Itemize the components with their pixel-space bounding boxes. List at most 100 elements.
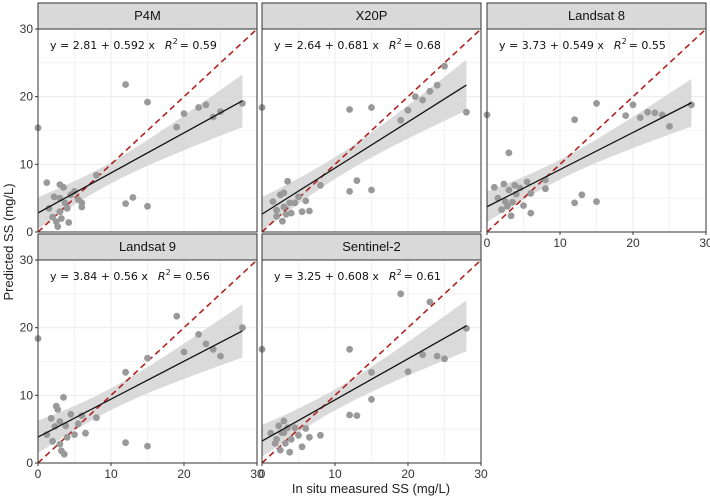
data-point <box>295 193 302 201</box>
data-point <box>520 202 527 210</box>
y-tick-label: 30 <box>20 22 34 36</box>
data-point <box>666 123 673 130</box>
data-point <box>71 188 78 195</box>
regression-line <box>37 330 243 438</box>
data-point <box>644 108 651 116</box>
data-point <box>47 414 55 422</box>
data-point <box>280 429 288 436</box>
data-point <box>195 331 203 338</box>
data-point <box>509 198 516 206</box>
data-point <box>298 208 306 216</box>
regression-equation: y = 3.73 + 0.549 x R2 = 0.55 <box>499 37 666 52</box>
data-point <box>273 213 280 220</box>
data-point <box>426 87 434 95</box>
x-axis-title: In situ measured SS (mg/L) <box>292 481 450 496</box>
data-point <box>93 414 100 422</box>
data-point <box>60 183 67 191</box>
data-point <box>542 185 549 193</box>
data-point <box>507 212 515 220</box>
data-point <box>636 114 644 121</box>
data-point <box>287 435 295 443</box>
data-point <box>504 202 511 210</box>
data-point <box>284 177 291 185</box>
x-tick-label: 20 <box>177 467 191 481</box>
data-point <box>56 440 64 448</box>
data-point <box>651 109 659 117</box>
facet-strip <box>261 233 482 261</box>
data-point <box>74 420 82 428</box>
data-point <box>129 194 137 201</box>
data-point <box>498 206 505 214</box>
data-point <box>346 188 353 195</box>
data-point <box>280 189 288 197</box>
data-point <box>346 411 353 419</box>
data-point <box>282 211 290 218</box>
regression-line <box>261 84 467 215</box>
data-point <box>622 112 630 119</box>
x-tick-label: 30 <box>474 467 488 481</box>
data-point <box>50 193 58 201</box>
data-point <box>82 429 89 437</box>
data-point <box>511 181 519 189</box>
data-point <box>368 368 375 376</box>
data-point <box>346 345 353 353</box>
x-tick-label: 20 <box>626 236 640 250</box>
data-point <box>275 422 283 430</box>
data-point <box>122 439 129 447</box>
data-point <box>411 93 419 101</box>
data-point <box>58 215 65 222</box>
data-point <box>286 448 294 456</box>
data-point <box>280 417 288 425</box>
data-point <box>273 206 280 214</box>
facet-panel: X20P y = 2.64 + 0.681 x R2 = 0.68 <box>258 2 482 233</box>
data-point <box>353 412 361 419</box>
data-point <box>505 186 513 194</box>
confidence-band <box>38 74 243 229</box>
panel-border <box>261 28 482 233</box>
data-point <box>593 198 600 206</box>
data-point <box>295 431 302 439</box>
data-point <box>317 431 324 439</box>
regression-equation: y = 2.64 + 0.681 x R2 = 0.68 <box>274 37 441 52</box>
panel-border <box>37 28 258 233</box>
data-point <box>279 217 286 225</box>
data-point <box>180 348 188 356</box>
confidence-band <box>262 59 467 232</box>
facet-panel: Landsat 9 y = 3.84 + 0.56 x R2 = 0.56 0 10 20 3… <box>20 233 264 481</box>
data-point <box>287 209 295 217</box>
facet-strip-label: X20P <box>356 8 388 23</box>
data-point <box>629 101 637 109</box>
regression-equation: y = 3.84 + 0.56 x R2 = 0.56 <box>50 268 210 283</box>
data-point <box>60 450 68 458</box>
data-point <box>144 442 151 450</box>
data-point <box>280 203 288 211</box>
data-point <box>527 190 535 197</box>
data-point <box>144 354 151 362</box>
data-point <box>346 106 353 113</box>
data-point <box>144 98 151 106</box>
x-tick-label: 0 <box>484 236 491 250</box>
data-point <box>298 443 306 451</box>
facet-panel: Landsat 8 y = 3.73 + 0.549 x R2 = 0.55 0 10 20… <box>483 2 710 250</box>
confidence-band <box>38 304 243 454</box>
data-point <box>571 199 578 207</box>
data-point <box>433 81 441 89</box>
data-point <box>523 178 531 186</box>
data-point <box>433 352 441 360</box>
data-point <box>419 351 426 359</box>
y-tick-label: 20 <box>20 321 34 335</box>
data-point <box>276 446 284 454</box>
data-point <box>122 81 129 88</box>
data-point <box>291 199 299 207</box>
data-point <box>291 424 299 432</box>
data-point <box>306 207 313 215</box>
data-point <box>397 290 405 298</box>
data-point <box>217 352 224 360</box>
y-tick-label: 10 <box>20 388 34 402</box>
x-tick-label: 30 <box>250 467 264 481</box>
facet-panel: P4M y = 2.81 + 0.592 x R2 = 0.59 0 10 20 30 <box>20 2 258 239</box>
data-point <box>43 179 51 187</box>
data-point <box>173 123 181 131</box>
y-tick-label: 10 <box>20 157 34 171</box>
regression-line <box>486 102 692 208</box>
